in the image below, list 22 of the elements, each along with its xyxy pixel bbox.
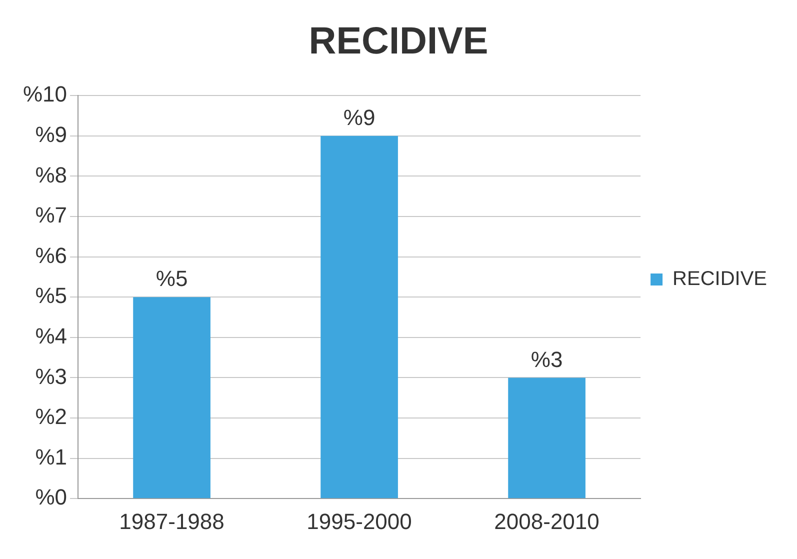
y-tick-label: %5	[35, 283, 68, 308]
x-tick-label: 2008-2010	[494, 508, 600, 534]
y-tick-label: %1	[35, 444, 68, 470]
bar	[320, 136, 398, 498]
y-tick-label: %7	[35, 202, 68, 228]
legend-label: RECIDIVE	[672, 268, 768, 290]
y-tick-label: %6	[35, 242, 68, 268]
y-tick-label: %2	[35, 404, 68, 430]
y-tick-label: %3	[35, 364, 68, 389]
bar	[508, 378, 586, 498]
data-label: %9	[343, 104, 376, 130]
x-tick-label: 1995-2000	[306, 508, 412, 534]
y-tick-label: %10	[22, 82, 68, 107]
y-tick-label: %0	[35, 484, 68, 510]
y-tick-label: %8	[35, 162, 68, 188]
bar	[133, 297, 210, 498]
data-label: %3	[530, 346, 563, 372]
data-label: %5	[156, 266, 188, 292]
y-tick-label: %9	[35, 122, 68, 147]
y-tick-label: %4	[35, 323, 68, 348]
x-tick-label: 1987-1988	[119, 508, 224, 534]
chart-title: RECIDIVE	[308, 20, 488, 62]
